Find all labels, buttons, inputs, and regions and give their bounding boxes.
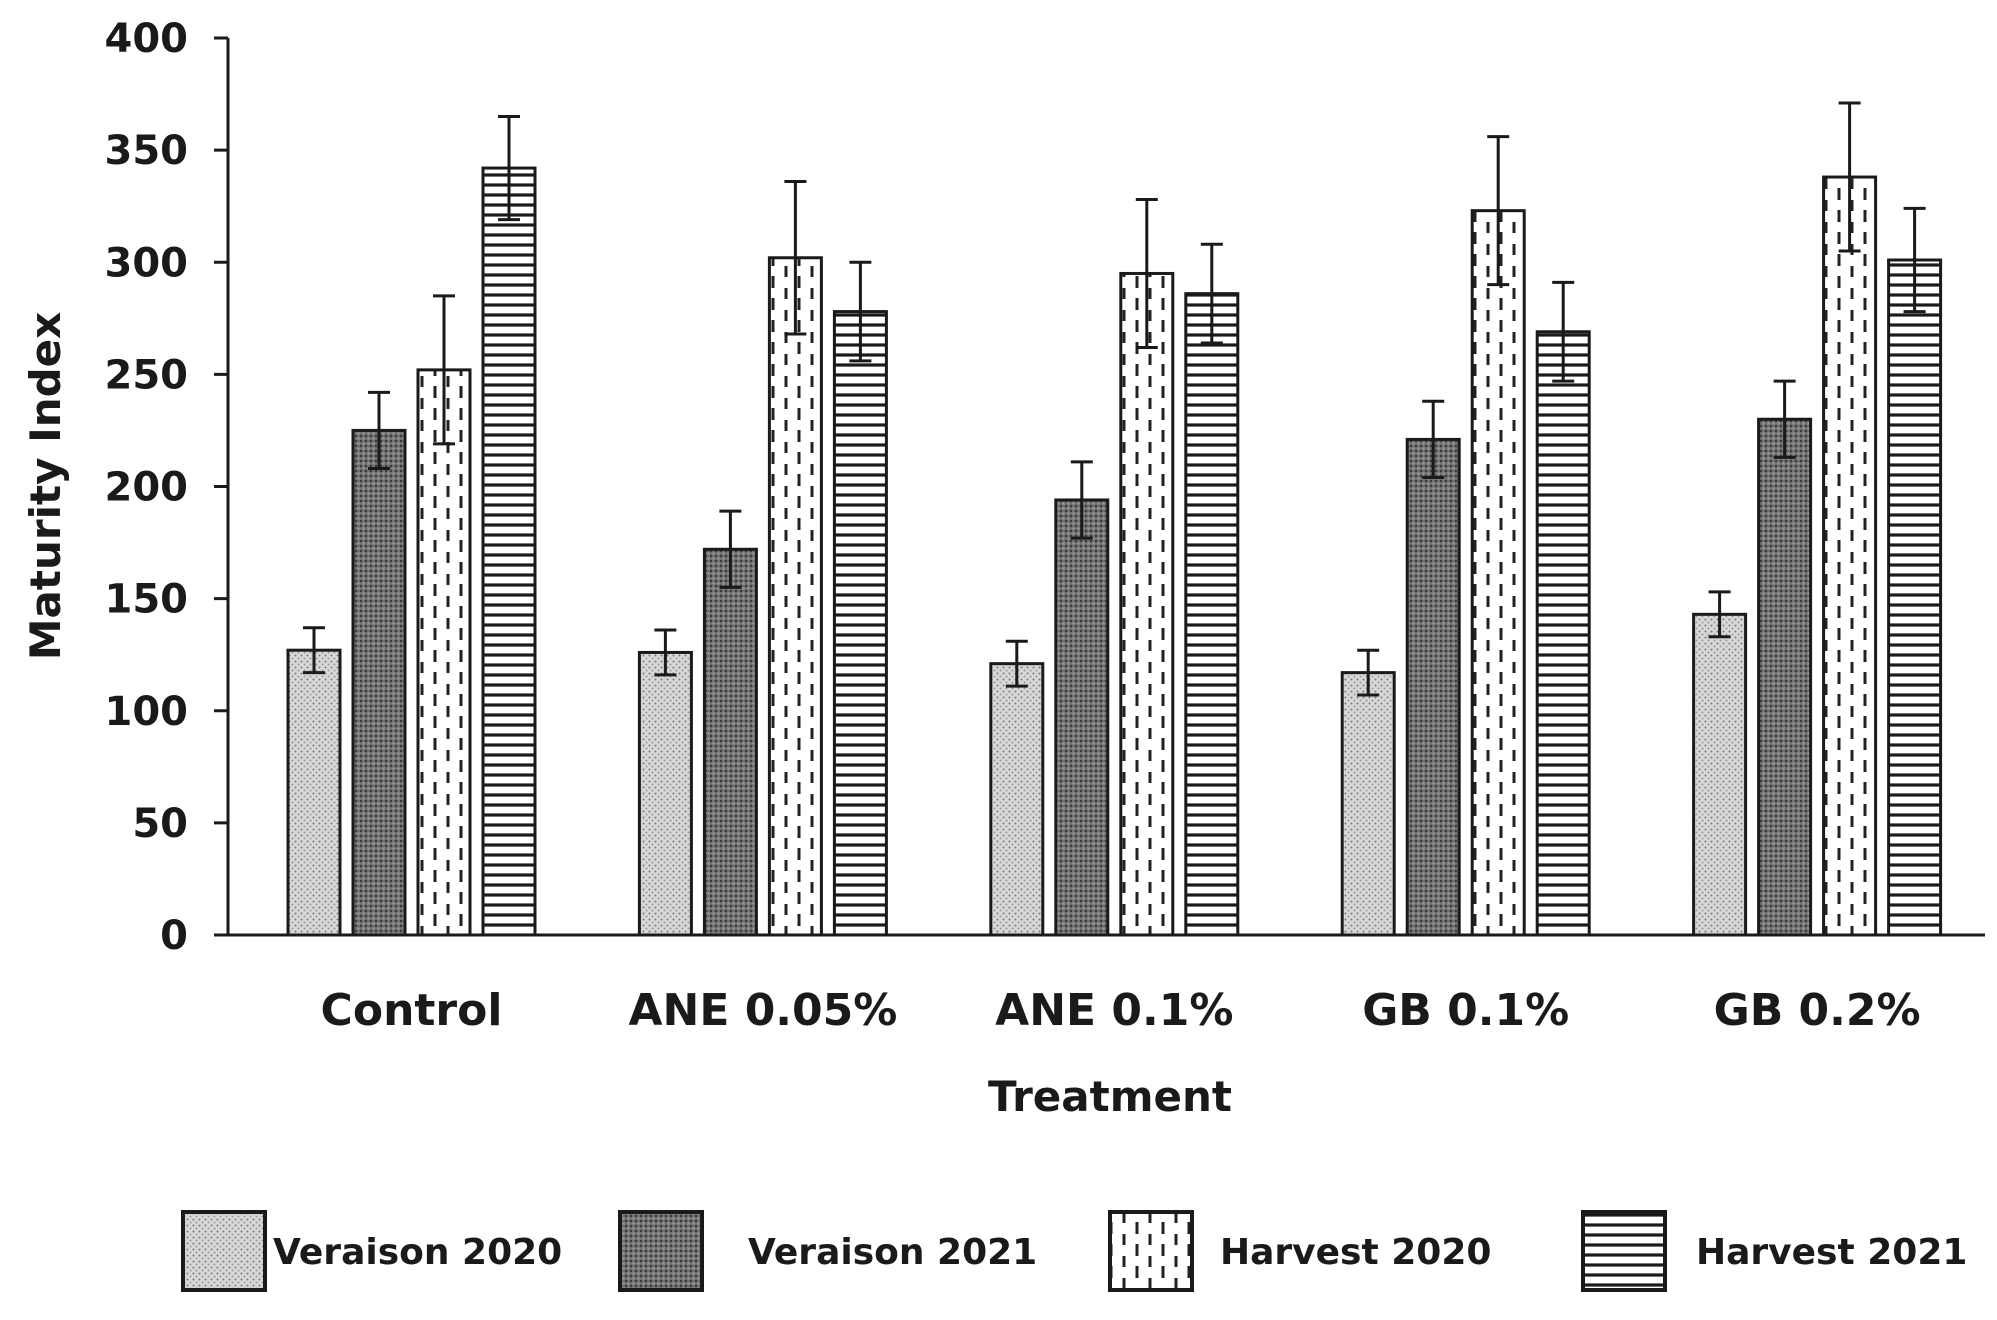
legend-item: Veraison 2020 bbox=[181, 1210, 562, 1292]
bar-veraison-2021-4 bbox=[1757, 417, 1813, 937]
legend-label: Veraison 2021 bbox=[748, 1232, 1037, 1273]
error-bar bbox=[1487, 135, 1510, 287]
legend-swatch bbox=[181, 1210, 267, 1292]
x-category-label: ANE 0.1% bbox=[995, 985, 1233, 1036]
axes bbox=[214, 38, 1985, 937]
y-tick-label: 0 bbox=[160, 913, 188, 959]
bar-harvest-2021-3 bbox=[1535, 330, 1591, 937]
error-bar bbox=[654, 628, 677, 677]
error-bars-group bbox=[303, 101, 1926, 697]
legend: Veraison 2020 Veraison 2021 Harvest 2020 Ha… bbox=[181, 1210, 1967, 1292]
bar-harvest-2021-0 bbox=[481, 166, 537, 937]
y-tick-label: 400 bbox=[105, 16, 189, 62]
error-bar bbox=[1422, 399, 1445, 480]
error-bar bbox=[1773, 379, 1796, 459]
bar-harvest-2020-3 bbox=[1470, 209, 1526, 937]
error-bar bbox=[368, 390, 390, 471]
error-bar bbox=[1552, 280, 1575, 383]
error-bar bbox=[784, 180, 807, 336]
error-bar bbox=[498, 114, 520, 222]
y-tick-label: 50 bbox=[132, 801, 188, 847]
bar-harvest-2020-4 bbox=[1822, 175, 1878, 937]
y-tick-label: 150 bbox=[105, 577, 189, 623]
x-axis-categories: Control ANE 0.05% ANE 0.1% GB 0.1% GB 0.2% bbox=[321, 985, 1921, 1036]
y-axis-title: Maturity Index bbox=[21, 312, 70, 660]
x-axis-title: Treatment bbox=[988, 1072, 1232, 1121]
legend-swatch bbox=[618, 1210, 704, 1292]
x-category-label: GB 0.2% bbox=[1714, 985, 1921, 1036]
bar-veraison-2021-1 bbox=[702, 547, 758, 937]
error-bar bbox=[1357, 648, 1380, 697]
legend-item: Harvest 2021 bbox=[1581, 1210, 1967, 1292]
legend-swatch bbox=[1581, 1210, 1667, 1292]
bar-veraison-2020-0 bbox=[286, 648, 342, 937]
y-tick-label: 350 bbox=[105, 128, 189, 174]
x-category-label: Control bbox=[321, 985, 503, 1036]
error-bar bbox=[433, 294, 455, 446]
legend-label: Harvest 2021 bbox=[1696, 1232, 1967, 1273]
bar-harvest-2020-1 bbox=[767, 256, 823, 937]
bar-veraison-2020-4 bbox=[1692, 612, 1748, 937]
legend-swatch bbox=[1108, 1210, 1194, 1292]
y-tick-label: 200 bbox=[105, 465, 189, 511]
legend-label: Harvest 2020 bbox=[1220, 1232, 1491, 1273]
error-bar bbox=[1200, 242, 1223, 345]
x-category-label: ANE 0.05% bbox=[628, 985, 897, 1036]
x-category-label: GB 0.1% bbox=[1362, 985, 1569, 1036]
error-bar bbox=[1708, 590, 1731, 639]
error-bar bbox=[849, 260, 872, 363]
y-tick-label: 300 bbox=[105, 240, 189, 286]
error-bar bbox=[1903, 206, 1926, 314]
bar-veraison-2021-2 bbox=[1054, 498, 1110, 937]
bar-harvest-2021-4 bbox=[1887, 258, 1943, 937]
bar-series-group bbox=[286, 166, 1943, 937]
error-bar bbox=[303, 626, 325, 675]
error-bar bbox=[1070, 460, 1093, 540]
bar-veraison-2020-1 bbox=[637, 650, 693, 937]
bar-veraison-2021-3 bbox=[1405, 437, 1461, 937]
legend-label: Veraison 2020 bbox=[273, 1232, 562, 1273]
bar-harvest-2021-1 bbox=[832, 310, 888, 937]
bar-harvest-2020-0 bbox=[416, 368, 472, 937]
legend-item: Harvest 2020 bbox=[1108, 1210, 1491, 1292]
bar-veraison-2020-3 bbox=[1340, 671, 1396, 937]
bar-veraison-2020-2 bbox=[989, 662, 1045, 937]
bar-harvest-2020-2 bbox=[1119, 271, 1175, 937]
error-bar bbox=[719, 509, 742, 589]
error-bar bbox=[1135, 197, 1158, 349]
bar-harvest-2021-2 bbox=[1184, 292, 1240, 937]
y-tick-label: 100 bbox=[105, 689, 189, 735]
y-axis: 0 50 100 150 200 250 300 350 400 bbox=[105, 16, 228, 959]
legend-item: Veraison 2021 bbox=[618, 1210, 1037, 1292]
error-bar bbox=[1838, 101, 1861, 253]
bar-veraison-2021-0 bbox=[351, 428, 407, 937]
error-bar bbox=[1005, 639, 1028, 688]
y-tick-label: 250 bbox=[105, 352, 189, 398]
